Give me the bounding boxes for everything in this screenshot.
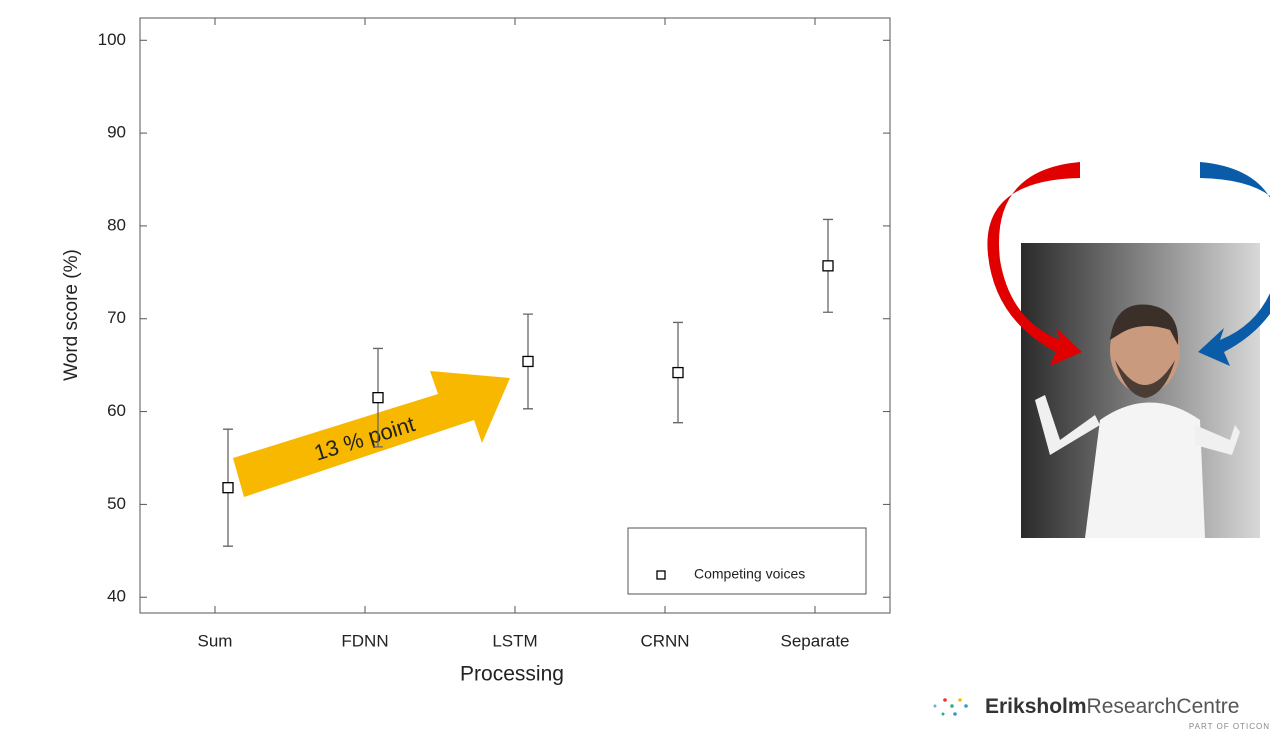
y-tick-label: 50 <box>107 494 126 513</box>
point-marker <box>223 483 233 493</box>
plot-frame <box>140 18 890 613</box>
logo-name: Eriksholm <box>985 695 1087 718</box>
x-tick-label: Separate <box>781 631 850 650</box>
page: Word score (%) Processing 13 % point Eri… <box>0 0 1270 737</box>
x-tick-label: CRNN <box>640 631 689 650</box>
logo-suffix: ResearchCentre <box>1087 695 1240 718</box>
point-marker <box>523 356 533 366</box>
slide: Word score (%) Processing 13 % point Eri… <box>0 0 1270 737</box>
logo-text: EriksholmResearchCentre <box>985 695 1239 718</box>
x-tick-label: LSTM <box>492 631 537 650</box>
point-marker <box>823 261 833 271</box>
x-tick-label: Sum <box>198 631 233 650</box>
y-tick-label: 60 <box>107 401 126 420</box>
x-axis-label: Processing <box>460 663 564 686</box>
y-tick-label: 70 <box>107 308 126 327</box>
legend-box <box>628 528 866 594</box>
y-tick-label: 80 <box>107 215 126 234</box>
logo-tagline: PART OF OTICON <box>1189 722 1270 731</box>
y-tick-label: 40 <box>107 587 126 606</box>
point-marker <box>373 393 383 403</box>
legend-label: Competing voices <box>694 566 805 582</box>
legend-marker <box>657 571 665 579</box>
y-axis-label: Word score (%) <box>61 249 82 381</box>
y-tick-label: 90 <box>107 123 126 142</box>
x-tick-label: FDNN <box>341 631 388 650</box>
logo: EriksholmResearchCentre PART OF OTICON <box>934 695 1270 732</box>
y-tick-label: 100 <box>98 30 126 49</box>
point-marker <box>673 368 683 378</box>
